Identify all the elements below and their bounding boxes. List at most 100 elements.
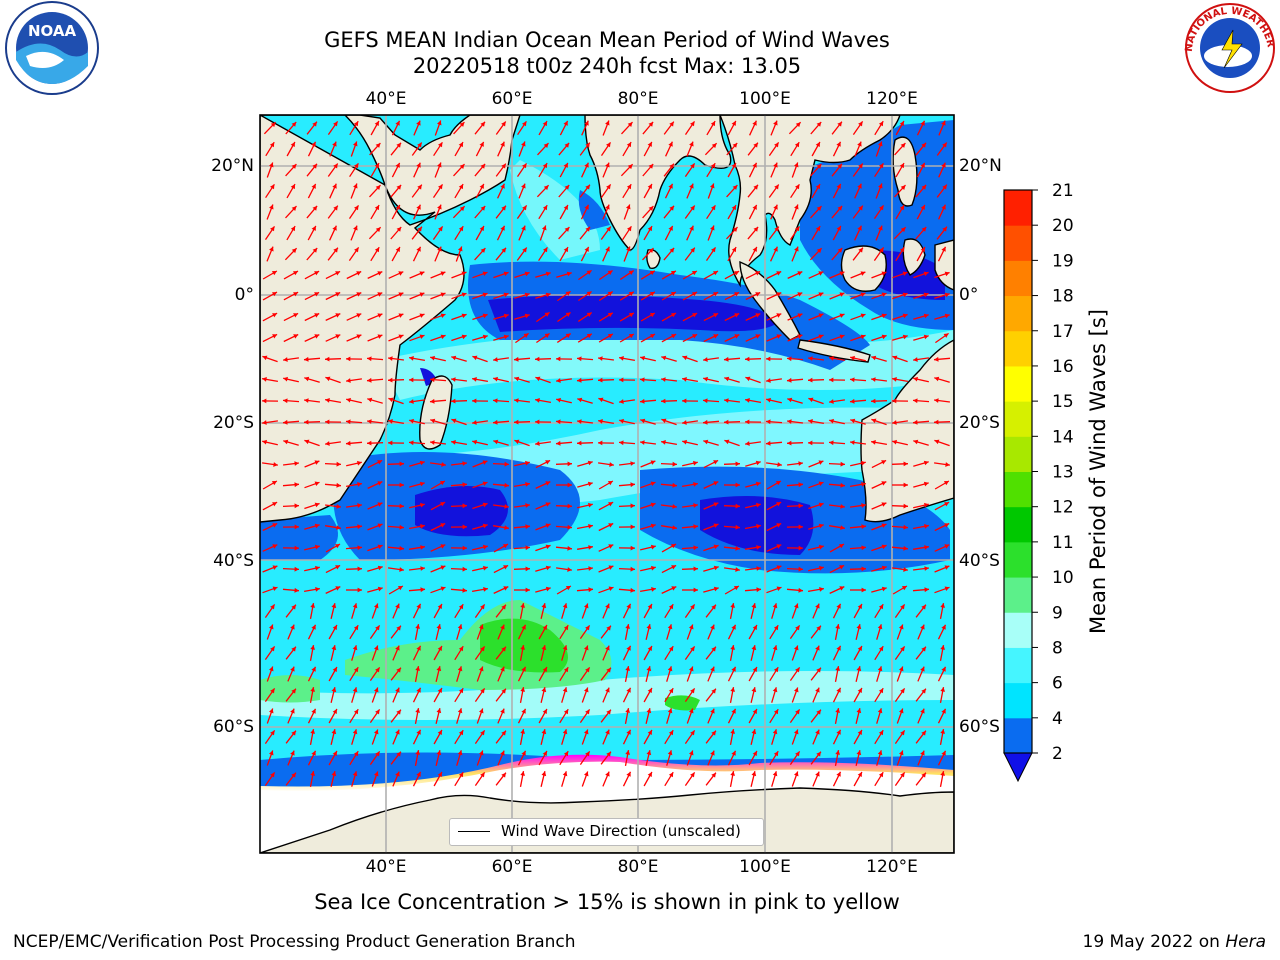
- wave-direction-arrowhead: [647, 646, 652, 651]
- wave-direction-arrowhead: [648, 121, 654, 127]
- wave-direction-arrowhead: [626, 729, 631, 735]
- wave-direction-arrowhead: [816, 667, 821, 673]
- wave-direction-arrowhead: [331, 645, 337, 651]
- wave-direction-arrowhead: [541, 729, 547, 735]
- wave-direction-arrowhead: [773, 709, 779, 715]
- wave-direction-arrowhead: [312, 121, 317, 127]
- wave-direction-arrowhead: [607, 291, 613, 296]
- wave-direction-arrowhead: [651, 587, 656, 592]
- wave-direction-arrowhead: [541, 771, 547, 777]
- wave-direction-arrowhead: [311, 183, 316, 189]
- wave-direction-arrowhead: [944, 292, 950, 298]
- wave-direction-arrowhead: [871, 418, 877, 424]
- wave-direction-arrowhead: [353, 141, 358, 147]
- wave-direction-arrowhead: [772, 771, 778, 777]
- wave-direction-arrowhead: [647, 688, 652, 693]
- footer-date-text: 19 May 2022 on: [1082, 932, 1226, 952]
- wave-direction-arrowhead: [367, 419, 372, 424]
- legend-line-swatch: [458, 831, 490, 832]
- wave-direction-arrowhead: [815, 142, 820, 147]
- wave-direction-arrowhead: [794, 729, 799, 735]
- wave-direction-arrowhead: [787, 377, 792, 383]
- wave-direction-arrowhead: [857, 646, 862, 651]
- wave-direction-arrowhead: [522, 205, 527, 211]
- wave-direction-arrowhead: [438, 226, 443, 232]
- wave-direction-arrowhead: [588, 545, 593, 550]
- wave-direction-arrowhead: [881, 313, 887, 319]
- wave-direction-arrowhead: [367, 377, 372, 383]
- wave-direction-arrowhead: [332, 751, 337, 756]
- wave-direction-arrowhead: [461, 313, 467, 319]
- wave-direction-arrowhead: [462, 566, 467, 572]
- wave-direction-arrowhead: [332, 141, 337, 147]
- lat-tick-right: 20°N: [959, 156, 1002, 176]
- wave-direction-arrowhead: [503, 544, 508, 549]
- wave-direction-arrowhead: [647, 141, 652, 147]
- wave-direction-arrowhead: [346, 419, 351, 425]
- wave-direction-arrowhead: [457, 624, 463, 630]
- wave-direction-arrowhead: [619, 356, 624, 361]
- wave-direction-arrowhead: [353, 667, 359, 673]
- period-band-light: [260, 671, 954, 720]
- wave-direction-arrowhead: [690, 604, 695, 610]
- wave-direction-arrowhead: [290, 226, 296, 232]
- wave-direction-arrowhead: [650, 544, 656, 550]
- wave-direction-arrowhead: [493, 357, 498, 362]
- period-zone-long: [260, 675, 320, 703]
- period-zone-long: [665, 695, 700, 711]
- wave-direction-arrowhead: [924, 545, 929, 550]
- wave-direction-arrowhead: [271, 271, 277, 276]
- wave-direction-arrowhead: [395, 687, 400, 693]
- wave-direction-arrowhead: [815, 645, 820, 651]
- wave-direction-arrowhead: [504, 525, 509, 530]
- wave-direction-arrowhead: [713, 271, 718, 276]
- wave-direction-arrowhead: [440, 334, 446, 340]
- wave-direction-arrowhead: [751, 645, 757, 651]
- wave-direction-arrowhead: [871, 355, 877, 361]
- wave-direction-arrowhead: [661, 355, 667, 361]
- wave-direction-arrowhead: [766, 440, 771, 446]
- wave-direction-arrowhead: [545, 523, 551, 528]
- wave-direction-arrowhead: [294, 482, 299, 488]
- wave-direction-arrowhead: [480, 688, 485, 694]
- wave-direction-arrowhead: [335, 271, 341, 276]
- wave-direction-arrowhead: [776, 523, 782, 528]
- wave-direction-arrowhead: [607, 312, 613, 318]
- wave-direction-arrowhead: [829, 356, 834, 361]
- wave-direction-arrowhead: [766, 397, 771, 403]
- wave-direction-arrowhead: [584, 729, 589, 735]
- wave-direction-arrowhead: [566, 271, 572, 277]
- lat-tick-left: 20°N: [211, 156, 254, 176]
- wave-direction-arrowhead: [710, 666, 715, 672]
- wave-direction-arrowhead: [396, 625, 401, 631]
- wave-direction-arrowhead: [584, 120, 589, 126]
- wave-direction-arrowhead: [711, 604, 716, 610]
- wave-direction-arrowhead: [816, 122, 822, 127]
- wave-direction-arrowhead: [310, 771, 315, 776]
- wave-direction-arrowhead: [459, 164, 465, 169]
- wave-direction-arrowhead: [877, 666, 883, 672]
- wave-direction-arrowhead: [377, 460, 383, 465]
- wave-direction-arrowhead: [542, 625, 547, 630]
- wave-direction-arrowhead: [808, 356, 813, 361]
- colorbar-tick-label: 8: [1052, 638, 1063, 658]
- wave-direction-arrowhead: [691, 271, 697, 276]
- wave-direction-arrowhead: [837, 205, 843, 211]
- wave-direction-arrowhead: [346, 378, 351, 383]
- wave-direction-arrowhead: [293, 271, 298, 276]
- wave-direction-arrowhead: [283, 357, 288, 362]
- colorbar-segment: [1004, 717, 1032, 754]
- wave-direction-arrowhead: [605, 687, 610, 693]
- wave-direction-arrowhead: [459, 122, 465, 127]
- wave-direction-arrowhead: [668, 688, 674, 694]
- wave-direction-arrowhead: [472, 355, 478, 361]
- wave-direction-arrowhead: [877, 708, 883, 714]
- wave-direction-arrowhead: [625, 666, 630, 671]
- wave-direction-arrowhead: [482, 313, 488, 319]
- wave-direction-arrowhead: [903, 503, 908, 509]
- wave-direction-arrowhead: [588, 524, 593, 529]
- wave-direction-arrowhead: [668, 772, 674, 778]
- wave-direction-arrowhead: [356, 271, 362, 276]
- period-zone-short: [260, 515, 338, 560]
- wave-direction-arrowhead: [545, 271, 551, 277]
